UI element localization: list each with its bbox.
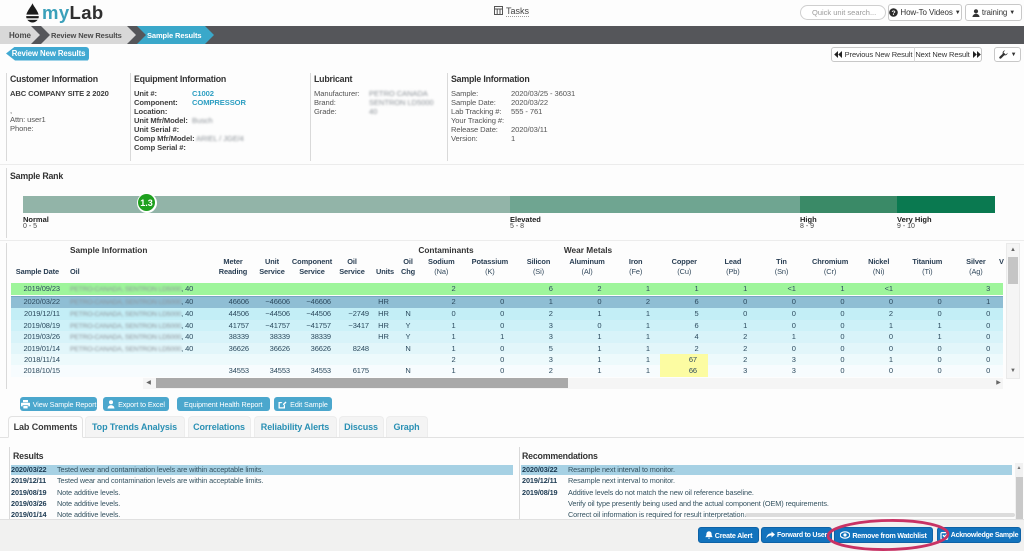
svg-text:?: ? — [892, 10, 896, 17]
